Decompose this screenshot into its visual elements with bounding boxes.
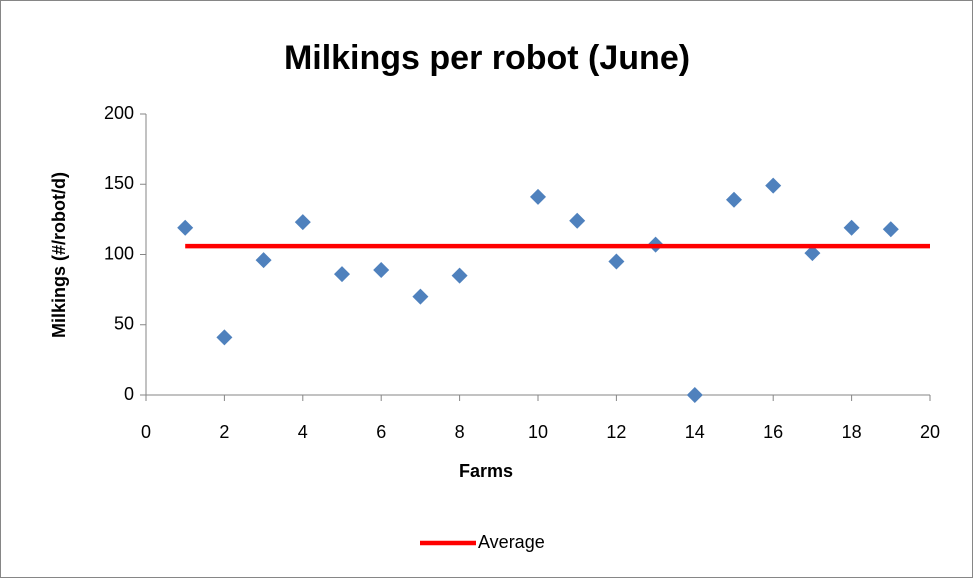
x-axis-label: Farms (459, 461, 513, 481)
point (686, 387, 703, 403)
x-tick-label: 18 (842, 422, 862, 442)
point (412, 288, 429, 305)
point (765, 177, 782, 194)
point (255, 252, 272, 269)
point (804, 245, 821, 262)
y-tick-label: 200 (104, 103, 134, 123)
x-tick-label: 12 (606, 422, 626, 442)
x-tick-label: 16 (763, 422, 783, 442)
point (177, 219, 194, 236)
x-tick-label: 10 (528, 422, 548, 442)
x-tick-label: 0 (141, 422, 151, 442)
legend-label: Average (478, 532, 545, 552)
point (843, 219, 860, 236)
x-tick-label: 14 (685, 422, 705, 442)
point (530, 188, 546, 205)
point (608, 253, 625, 270)
point (373, 261, 390, 278)
x-tick-label: 2 (219, 422, 229, 442)
y-tick-label: 150 (104, 173, 134, 193)
y-tick-label: 50 (114, 314, 134, 334)
point (216, 329, 233, 346)
x-tick-label: 20 (920, 422, 940, 442)
point (882, 221, 899, 238)
y-axis-label: Milkings (#/robot/d) (49, 172, 69, 338)
point (294, 214, 311, 231)
point (334, 266, 350, 283)
point (569, 212, 586, 229)
x-tick-label: 6 (376, 422, 386, 442)
y-tick-label: 0 (124, 384, 134, 404)
chart-title: Milkings per robot (June) (284, 39, 690, 77)
x-tick-label: 4 (298, 422, 308, 442)
y-tick-label: 100 (104, 243, 134, 263)
point (726, 191, 742, 208)
x-tick-label: 8 (455, 422, 465, 442)
point (451, 267, 468, 284)
